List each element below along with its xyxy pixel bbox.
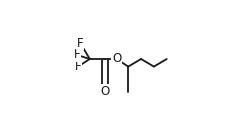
Text: F: F	[77, 37, 83, 50]
Text: O: O	[100, 85, 109, 98]
Text: F: F	[75, 60, 81, 73]
Text: O: O	[112, 53, 121, 65]
Text: F: F	[73, 48, 80, 61]
